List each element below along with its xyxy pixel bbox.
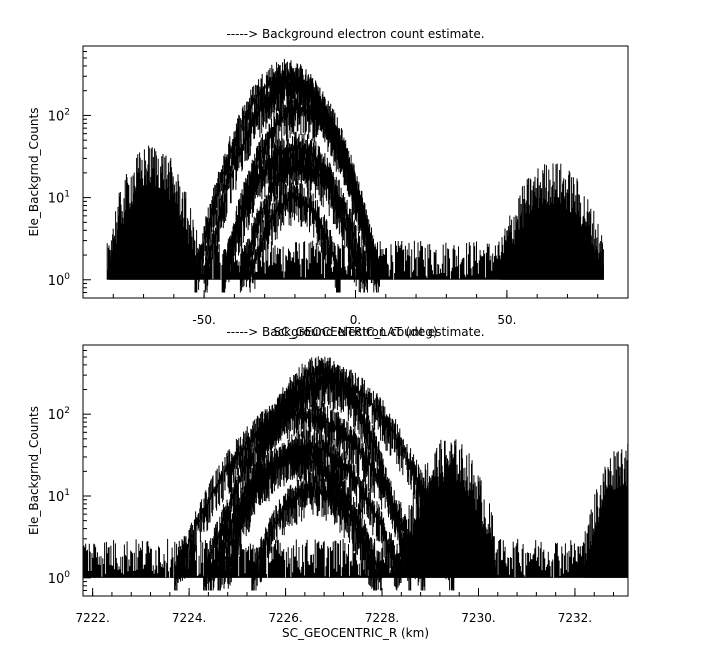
series-3 (174, 396, 426, 591)
x-tick-label: 7224. (172, 611, 206, 625)
x-tick-label: 7222. (75, 611, 109, 625)
series-7 (106, 145, 199, 280)
y-tick-label: 100 (48, 570, 71, 587)
series-8 (584, 443, 628, 578)
x-tick-label: -50. (192, 313, 215, 327)
chart-panel-1: -50. 0. 50. 100 101 102 -----> Background elec… (27, 27, 629, 339)
x-tick-label: 0. (350, 313, 361, 327)
y-axis-label: Ele_Backgrnd_Counts (27, 108, 41, 237)
chart-title: -----> Background electron count estimat… (226, 325, 484, 339)
y-tick-label: 100 (48, 272, 71, 289)
x-tick-label: 50. (497, 313, 516, 327)
series-5 (239, 148, 362, 293)
x-tick-label: 7230. (461, 611, 495, 625)
chart-panel-2: 7222. 7224. 7226. 7228. 7230. 7232. 100 101 102 -… (27, 325, 629, 640)
plot-frame (82, 344, 629, 597)
y-tick-label: 101 (48, 488, 70, 505)
series-6 (251, 472, 378, 591)
series-6 (249, 180, 341, 293)
x-tick-label: 7226. (268, 611, 302, 625)
x-axis-label: SC_GEOCENTRIC_R (km) (282, 626, 429, 640)
y-tick-label: 101 (48, 190, 70, 207)
y-tick-label: 102 (48, 406, 70, 423)
y-axis-label: Ele_Backgrnd_Counts (27, 406, 41, 535)
series-8 (500, 163, 604, 280)
data-series (106, 59, 604, 293)
x-tick-label: 7228. (365, 611, 399, 625)
chart-title: -----> Background electron count estimat… (226, 27, 484, 41)
x-tick-label: 7232. (558, 611, 592, 625)
y-tick-label: 102 (48, 107, 70, 124)
series-7 (400, 439, 498, 578)
x-axis-label: SC_GEOCENTRIC_LAT (deg) (273, 325, 437, 339)
data-series (83, 356, 628, 591)
